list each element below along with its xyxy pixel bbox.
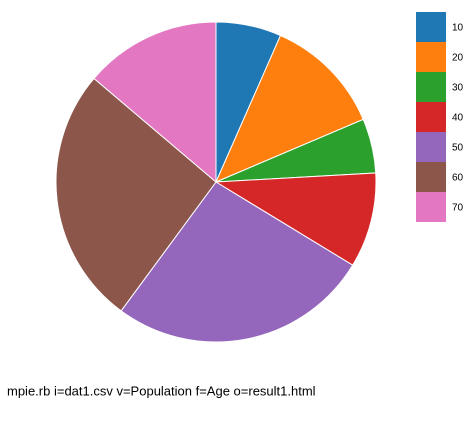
legend-label: 30 bbox=[452, 83, 464, 94]
legend-swatch bbox=[416, 192, 446, 222]
legend-label: 70 bbox=[452, 203, 464, 214]
legend-swatch bbox=[416, 162, 446, 192]
legend-swatch bbox=[416, 132, 446, 162]
legend-label: 50 bbox=[452, 143, 464, 154]
legend-swatch bbox=[416, 42, 446, 72]
pie-slice bbox=[215, 34, 364, 183]
pie-slice bbox=[214, 172, 377, 266]
legend-label: 60 bbox=[452, 173, 464, 184]
legend-label: 10 bbox=[452, 23, 464, 34]
legend-label: 40 bbox=[452, 113, 464, 124]
caption: mpie.rb i=dat1.csv v=Population f=Age o=… bbox=[7, 383, 316, 398]
legend-swatch bbox=[416, 102, 446, 132]
pie-slice bbox=[120, 181, 354, 343]
pie-slice bbox=[93, 21, 217, 184]
legend-label: 20 bbox=[452, 53, 464, 64]
legend-swatch bbox=[416, 12, 446, 42]
pie-slice bbox=[55, 77, 217, 312]
legend-swatch bbox=[416, 72, 446, 102]
